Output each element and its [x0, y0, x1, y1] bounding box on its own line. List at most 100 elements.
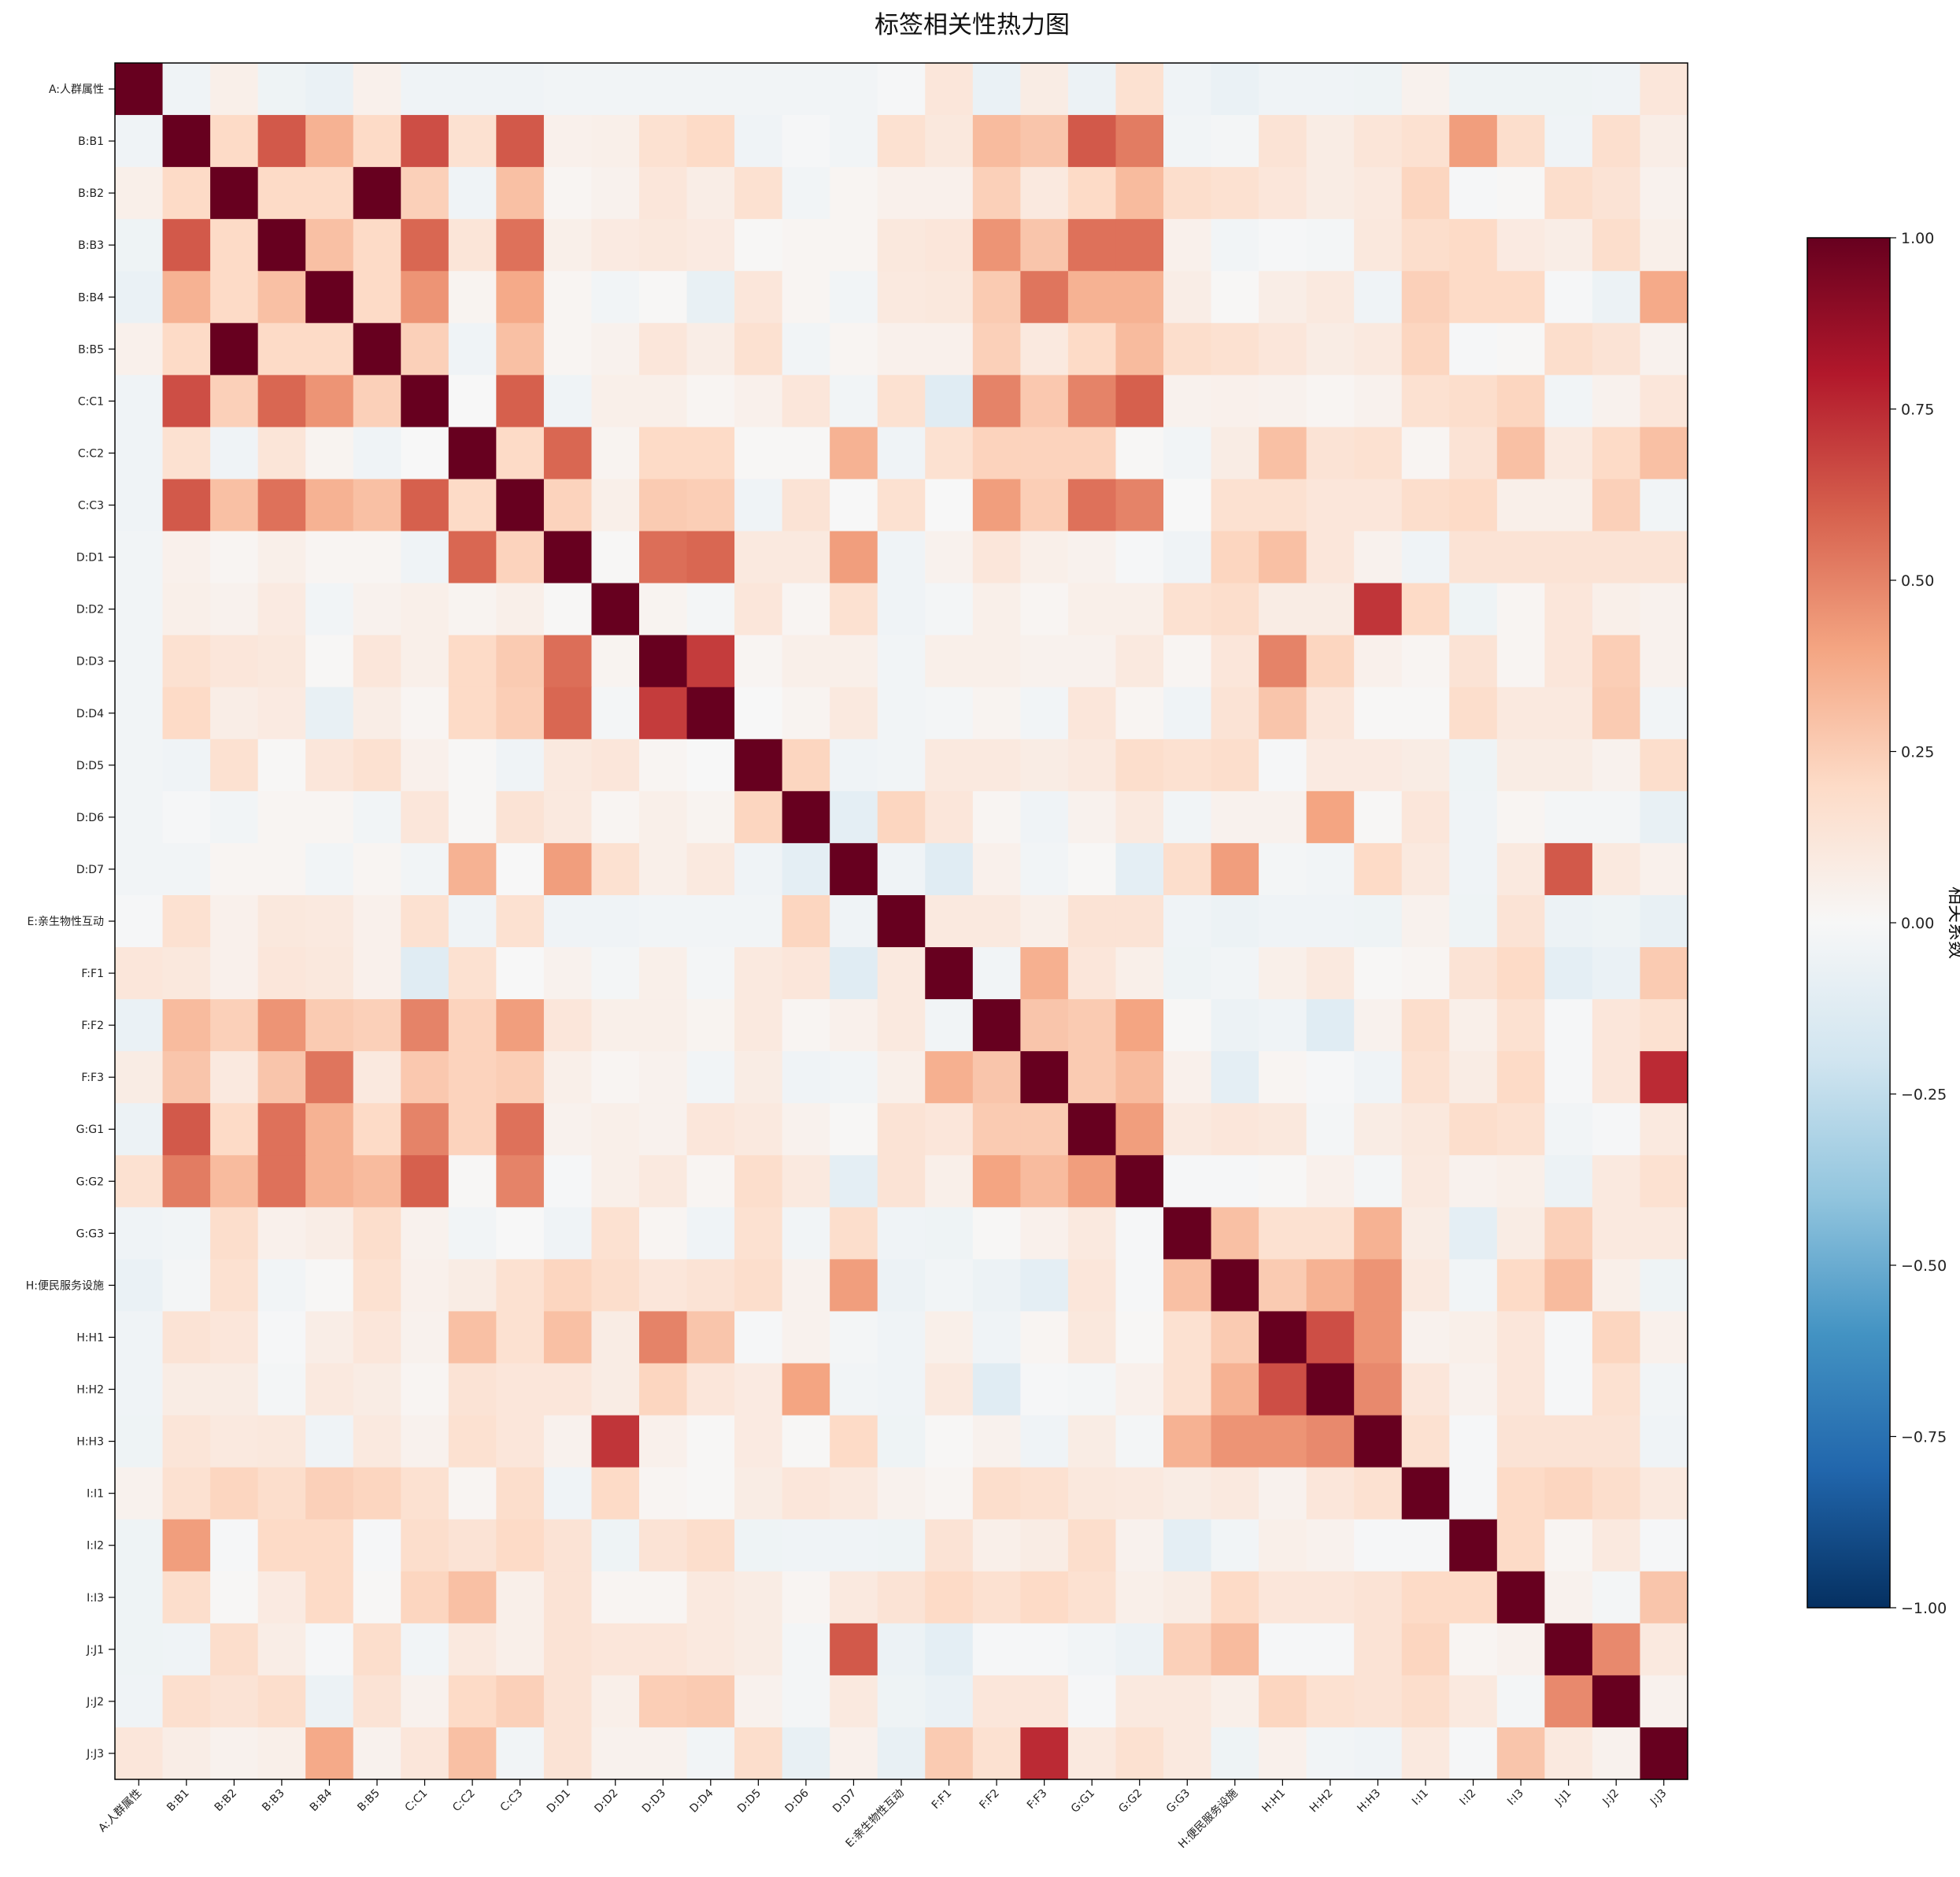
- heatmap-cell: [1496, 635, 1545, 688]
- heatmap-cell: [448, 1519, 497, 1572]
- heatmap-cell: [877, 739, 926, 792]
- heatmap-cell: [448, 1207, 497, 1260]
- heatmap-cell: [305, 1727, 354, 1780]
- heatmap-cell: [1115, 894, 1164, 948]
- x-tick-label: D:D4: [687, 1786, 716, 1815]
- heatmap-cell: [257, 842, 306, 896]
- heatmap-cell: [1544, 1259, 1593, 1312]
- heatmap-cell: [210, 1311, 259, 1364]
- heatmap-cell: [115, 1155, 164, 1208]
- heatmap-cell: [1544, 1675, 1593, 1728]
- heatmap-cell: [257, 1103, 306, 1156]
- heatmap-cell: [782, 167, 830, 220]
- heatmap-cell: [1354, 790, 1403, 844]
- heatmap-cell: [1211, 894, 1259, 948]
- heatmap-cell: [925, 999, 974, 1052]
- heatmap-cell: [115, 1259, 164, 1312]
- heatmap-cell: [543, 1467, 593, 1520]
- heatmap-cell: [1640, 1363, 1688, 1416]
- heatmap-cell: [782, 947, 830, 1000]
- heatmap-cell: [1449, 323, 1498, 376]
- heatmap-cell: [257, 167, 306, 220]
- heatmap-cell: [1449, 1467, 1498, 1520]
- heatmap-cell: [1496, 1623, 1545, 1676]
- heatmap-cell: [972, 323, 1021, 376]
- heatmap-cell: [1020, 219, 1069, 272]
- heatmap-cell: [1544, 635, 1593, 688]
- heatmap-cell: [782, 271, 830, 324]
- heatmap-cell: [1544, 583, 1593, 636]
- heatmap-cell: [257, 479, 306, 532]
- heatmap-cell: [830, 531, 878, 584]
- heatmap-cell: [1496, 323, 1545, 376]
- heatmap-cell: [1115, 271, 1164, 324]
- heatmap-cell: [305, 1311, 354, 1364]
- heatmap-cell: [925, 1207, 974, 1260]
- heatmap-cell: [257, 1311, 306, 1364]
- heatmap-cell: [1640, 947, 1688, 1000]
- x-tick-label: B:B2: [213, 1787, 240, 1815]
- heatmap-cell: [115, 1571, 164, 1624]
- heatmap-cell: [782, 375, 830, 428]
- heatmap-cell: [591, 427, 640, 480]
- heatmap-cell: [1306, 635, 1355, 688]
- heatmap-cell: [353, 1311, 401, 1364]
- heatmap-cell: [448, 271, 497, 324]
- heatmap-cell: [257, 375, 306, 428]
- heatmap-cell: [496, 1415, 545, 1468]
- heatmap-cell: [1020, 583, 1069, 636]
- heatmap-cell: [257, 1155, 306, 1208]
- heatmap-cell: [305, 1259, 354, 1312]
- heatmap-cell: [1115, 947, 1164, 1000]
- heatmap-cell: [1496, 63, 1545, 116]
- heatmap-cell: [734, 999, 783, 1052]
- heatmap-cell: [210, 271, 259, 324]
- heatmap-cell: [925, 1311, 974, 1364]
- heatmap-cell: [686, 271, 735, 324]
- heatmap-cell: [1115, 635, 1164, 688]
- heatmap-cell: [1449, 479, 1498, 532]
- heatmap-cell: [210, 687, 259, 740]
- heatmap-cell: [162, 1467, 211, 1520]
- heatmap-cell: [1449, 894, 1498, 948]
- heatmap-cell: [1449, 842, 1498, 896]
- heatmap-cell: [496, 427, 545, 480]
- heatmap-cell: [257, 427, 306, 480]
- heatmap-cell: [1496, 1519, 1545, 1572]
- heatmap-cells: [115, 63, 1688, 1780]
- heatmap-cell: [1259, 1311, 1307, 1364]
- heatmap-cell: [1163, 1727, 1212, 1780]
- heatmap-cell: [639, 1207, 688, 1260]
- heatmap-cell: [972, 1623, 1021, 1676]
- heatmap-cell: [1592, 1415, 1641, 1468]
- heatmap-cell: [162, 167, 211, 220]
- heatmap-cell: [496, 894, 545, 948]
- heatmap-cell: [1354, 1103, 1403, 1156]
- heatmap-cell: [1211, 1363, 1259, 1416]
- heatmap-cell: [496, 947, 545, 1000]
- heatmap-cell: [972, 1415, 1021, 1468]
- heatmap-cell: [1020, 1311, 1069, 1364]
- heatmap-cell: [1640, 271, 1688, 324]
- heatmap-cell: [496, 531, 545, 584]
- heatmap-cell: [496, 635, 545, 688]
- heatmap-cell: [448, 167, 497, 220]
- heatmap-cell: [1211, 323, 1259, 376]
- heatmap-cell: [639, 375, 688, 428]
- heatmap-cell: [1163, 1155, 1212, 1208]
- heatmap-cell: [1544, 115, 1593, 168]
- heatmap-cell: [1401, 219, 1450, 272]
- heatmap-cell: [1640, 531, 1688, 584]
- heatmap-cell: [1496, 531, 1545, 584]
- heatmap-cell: [1211, 1727, 1259, 1780]
- heatmap-cell: [257, 115, 306, 168]
- heatmap-cell: [162, 427, 211, 480]
- heatmap-cell: [115, 739, 164, 792]
- heatmap-cell: [1067, 1519, 1117, 1572]
- heatmap-cell: [686, 115, 735, 168]
- heatmap-cell: [591, 1467, 640, 1520]
- heatmap-cell: [448, 375, 497, 428]
- heatmap-cell: [210, 1207, 259, 1260]
- heatmap-cell: [1211, 583, 1259, 636]
- heatmap-cell: [401, 947, 449, 1000]
